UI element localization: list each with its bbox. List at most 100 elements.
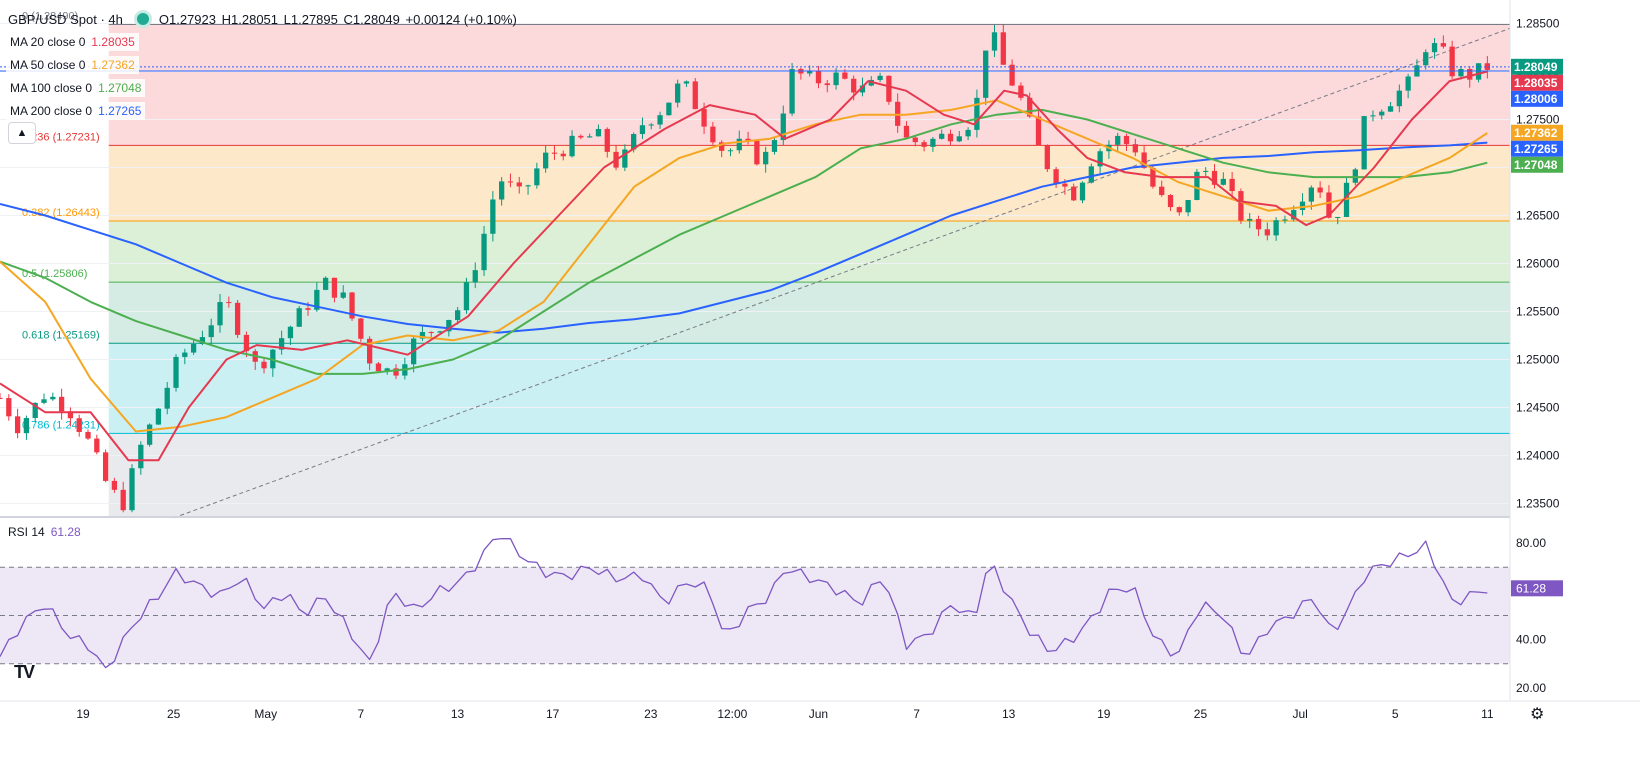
candle-body (974, 97, 980, 130)
candle-body (1396, 90, 1402, 107)
candle-body (1088, 166, 1094, 183)
candle-body (1317, 187, 1323, 193)
indicator-ma200[interactable]: MA 200 close 0 1.27265 (6, 102, 146, 120)
candle-body (41, 399, 47, 403)
rsi-line (0, 537, 1488, 669)
candle-body (692, 81, 698, 110)
rsi-value: 61.28 (50, 525, 81, 539)
fib-zone (108, 145, 1511, 221)
indicator-ma100[interactable]: MA 100 close 0 1.27048 (6, 79, 146, 97)
candle-body (631, 134, 637, 150)
candle-body (1035, 116, 1042, 146)
candle-body (666, 102, 672, 116)
time-tick-label: 12:00 (717, 707, 747, 721)
candle-body (1405, 76, 1411, 91)
candle-body (296, 308, 302, 327)
indicator-ma20[interactable]: MA 20 close 0 1.28035 (6, 33, 139, 51)
time-tick-label: 17 (546, 707, 560, 721)
candle-body (129, 468, 135, 511)
candle-body (1423, 52, 1429, 66)
price-label: 1.27048 (1514, 158, 1558, 172)
ohlc-close: C1.28049 (343, 11, 400, 27)
candle-body (120, 489, 126, 511)
indicator-label: MA 50 close 0 (10, 58, 86, 72)
candle-body (1282, 219, 1288, 221)
candle-body (710, 126, 716, 143)
candle-body (1141, 152, 1147, 168)
chevron-up-icon[interactable]: ▲ (8, 122, 36, 144)
indicator-value: 1.27265 (98, 104, 142, 118)
candle-body (261, 361, 267, 369)
price-tick-label: 1.28500 (1516, 17, 1560, 31)
candle-body (146, 424, 153, 445)
candle-body (789, 69, 795, 114)
candle-body (446, 320, 452, 332)
rsi-tick-label: 20.00 (1516, 681, 1546, 695)
indicator-ma50[interactable]: MA 50 close 0 1.27362 (6, 56, 139, 74)
candle-body (1150, 167, 1156, 187)
price-tick-label: 1.24000 (1516, 449, 1560, 463)
candle-body (648, 124, 654, 126)
candle-body (499, 181, 505, 200)
candle-body (956, 136, 962, 142)
candle-body (14, 416, 21, 434)
candle-body (23, 418, 30, 434)
candle-body (1308, 187, 1314, 202)
candle-body (824, 83, 830, 86)
candle-body (569, 135, 575, 157)
candle-body (287, 326, 294, 339)
candle-body (1370, 115, 1376, 117)
market-status-icon (136, 13, 149, 25)
time-tick-label: May (254, 707, 277, 721)
candle-body (6, 398, 12, 417)
candle-body (1238, 191, 1244, 221)
candle-body (111, 480, 118, 490)
candle-body (1159, 186, 1165, 196)
candle-body (164, 387, 170, 409)
candle-body (208, 325, 214, 338)
candle-body (1185, 199, 1191, 213)
price-label: 1.28049 (1514, 60, 1558, 74)
candle-body (1475, 63, 1482, 80)
candle-body (1449, 46, 1455, 77)
candle-body (639, 125, 646, 135)
candle-body (551, 152, 558, 154)
price-label-box (1511, 90, 1563, 107)
price-label-box (1511, 140, 1563, 157)
candle-body (331, 277, 338, 298)
tradingview-logo: TV (14, 662, 35, 682)
candle-body (1203, 170, 1209, 172)
candle-body (234, 302, 241, 335)
indicator-label: MA 20 close 0 (10, 35, 86, 49)
fib-level-label: 0.382 (1.26443) (22, 207, 100, 219)
candle-body (595, 128, 602, 137)
ohlc-open: O1.27923 (158, 11, 216, 27)
candle-body (358, 318, 364, 339)
candle-body (921, 142, 927, 147)
candle-body (587, 136, 593, 138)
candle-body (719, 142, 725, 151)
rsi-legend[interactable]: RSI 14 61.28 (8, 525, 81, 539)
ma100-line (0, 108, 1488, 375)
symbol-title[interactable]: GBP/USD Spot · 4h (8, 11, 123, 27)
candle-body (1335, 216, 1341, 218)
ohlc-change: +0.00124 (+0.10%) (405, 11, 517, 27)
time-tick-label: 23 (644, 707, 658, 721)
candle-body (622, 149, 628, 168)
ohlc-low: L1.27895 (283, 11, 338, 27)
fib-level-label: 0.618 (1.25169) (22, 329, 100, 341)
candle-body (1071, 186, 1077, 201)
candle-body (366, 338, 373, 364)
candle-body (1361, 116, 1367, 170)
candle-body (1009, 64, 1015, 86)
gear-icon[interactable]: ⚙ (1530, 706, 1545, 723)
candle-body (199, 337, 206, 345)
time-tick-label: 7 (358, 707, 365, 721)
fib-zone (108, 220, 1511, 283)
candle-body (675, 83, 681, 103)
candle-body (58, 396, 65, 412)
candle-body (543, 152, 549, 169)
candle-body (1440, 43, 1446, 47)
time-tick-label: 13 (451, 707, 465, 721)
